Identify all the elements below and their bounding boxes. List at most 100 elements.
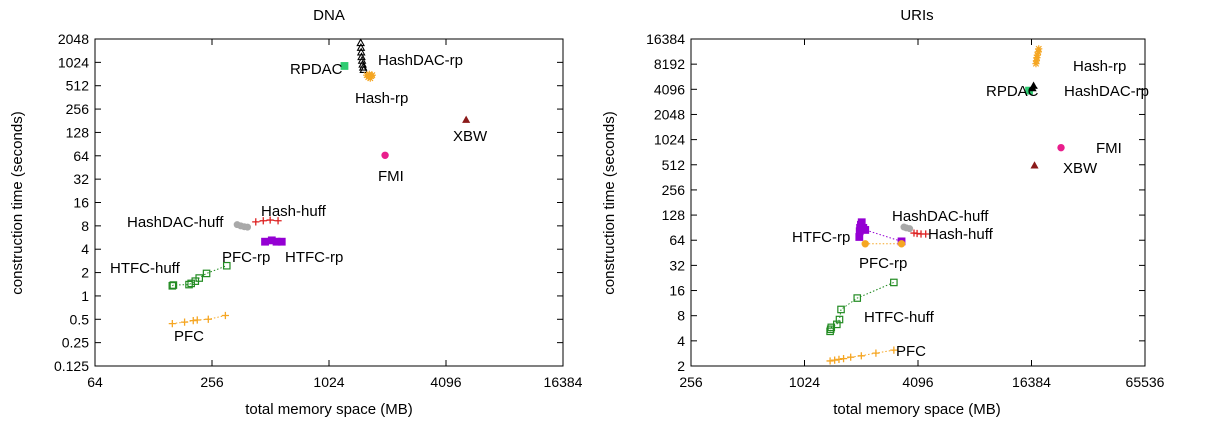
- y-axis-title: construction time (seconds): [601, 111, 618, 294]
- y-tick-label: 4: [677, 333, 685, 349]
- annotation-fmi: FMI: [1096, 140, 1122, 157]
- point-htfc-huff: [187, 279, 195, 288]
- point-htfc-huff: [853, 294, 862, 302]
- series-line-htfc-huff: [172, 265, 227, 287]
- plot-frame: [94, 38, 564, 367]
- annotation-htfc-huff: HTFC-huff: [110, 260, 181, 277]
- x-tick-label: 4096: [430, 374, 461, 390]
- chart-title: DNA: [313, 7, 345, 24]
- y-tick-label: 16: [669, 283, 685, 299]
- y-tick-label: 8: [677, 308, 685, 324]
- point-htfc-rp: [861, 226, 870, 234]
- annotation-pfc-rp: PFC-rp: [859, 255, 907, 272]
- point-pfc-rp: [861, 240, 869, 248]
- x-tick-label: 65536: [1126, 374, 1165, 390]
- y-tick-label: 16384: [646, 31, 685, 47]
- y-tick-label: 128: [662, 207, 686, 223]
- y-tick-label: 2048: [654, 106, 685, 122]
- point-pfc: [847, 353, 855, 361]
- point-pfc: [180, 318, 189, 326]
- series-markers: [168, 38, 471, 328]
- y-tick-label: 1024: [58, 54, 89, 70]
- point-pfc: [193, 316, 201, 324]
- point-htfc-huff: [835, 315, 844, 324]
- annotation-pfc-rp: PFC-rp: [222, 249, 270, 266]
- point-hash-rp: [364, 73, 372, 81]
- point-hashdac-rp: [357, 55, 367, 64]
- point-pfc: [826, 357, 834, 365]
- y-axis-title: construction time (seconds): [9, 111, 26, 294]
- chart-title: URIs: [900, 7, 933, 24]
- point-hashdac-rp: [358, 62, 368, 71]
- x-tick-label: 256: [200, 374, 224, 390]
- y-tick-label: 16: [73, 195, 89, 211]
- point-fmi: [1057, 143, 1065, 152]
- point-htfc-huff: [168, 282, 177, 290]
- annotation-hashdac-rp: HashDAC-rp: [378, 52, 463, 69]
- x-tick-label: 1024: [789, 374, 820, 390]
- point-htfc-rp: [261, 237, 269, 246]
- y-tick-label: 32: [73, 171, 89, 187]
- point-hashdac-huff: [244, 223, 252, 231]
- point-pfc-rp: [897, 240, 906, 248]
- dna-chart: DNA 64 256 1024 4096 16384 0.125 0.25 0.5 1 2 4 8 16…: [9, 7, 583, 418]
- x-tick-label: 16384: [544, 374, 583, 390]
- point-pfc: [839, 355, 848, 363]
- point-pfc: [857, 352, 865, 360]
- y-tick-label: 256: [662, 182, 686, 198]
- annotation-pfc: PFC: [174, 328, 204, 345]
- annotation-htfc-rp: HTFC-rp: [792, 229, 850, 246]
- point-hashdac-rp: [1029, 81, 1038, 89]
- y-tick-label: 0.125: [54, 358, 89, 374]
- annotation-xbw: XBW: [453, 128, 488, 145]
- x-axis-title: total memory space (MB): [833, 401, 1001, 418]
- point-xbw: [1030, 161, 1039, 169]
- y-tick-label: 32: [669, 257, 685, 273]
- point-htfc-rp: [277, 237, 286, 246]
- annotation-htfc-rp: HTFC-rp: [285, 249, 343, 266]
- x-tick-label: 64: [87, 374, 103, 390]
- point-hash-rp: [366, 74, 374, 82]
- annotation-fmi: FMI: [378, 168, 404, 185]
- y-tick-label: 2: [81, 265, 89, 281]
- x-tick-label: 256: [679, 374, 703, 390]
- point-hash-huff: [266, 216, 274, 224]
- y-tick-label: 2048: [58, 31, 89, 47]
- point-pfc: [890, 346, 898, 354]
- y-tick-label: 256: [66, 101, 90, 117]
- y-tick-label: 1024: [654, 132, 685, 148]
- annotation-hash-rp: Hash-rp: [1073, 58, 1126, 75]
- annotation-xbw: XBW: [1063, 160, 1098, 177]
- y-tick-label: 2: [677, 358, 685, 374]
- point-pfc: [189, 317, 197, 325]
- series-markers: [826, 45, 1065, 365]
- point-hashdac-huff: [906, 225, 914, 233]
- x-tick-label: 1024: [313, 374, 344, 390]
- point-hash-huff: [274, 217, 282, 225]
- point-htfc-huff: [890, 278, 898, 287]
- y-tick-label: 512: [662, 157, 686, 173]
- uris-chart: URIs 256 1024 4096 16384 6553624816326412825…: [601, 7, 1165, 418]
- point-hashdac-rp: [359, 65, 369, 73]
- point-htfc-huff: [837, 305, 845, 314]
- point-fmi: [381, 151, 389, 159]
- y-tick-label: 64: [73, 148, 89, 164]
- x-axis-title: total memory space (MB): [245, 401, 413, 418]
- annotation-hash-rp: Hash-rp: [355, 90, 408, 107]
- point-htfc-huff: [222, 261, 231, 270]
- annotation-rpdac: RPDAC: [986, 83, 1039, 100]
- point-hash-rp: [368, 71, 376, 79]
- point-pfc: [221, 311, 229, 320]
- x-tick-label: 4096: [902, 374, 933, 390]
- y-tick-label: 8: [81, 218, 89, 234]
- annotation-hash-huff: Hash-huff: [928, 226, 994, 243]
- ticks: 256 1024 4096 16384 65536 2 4 8 16 32 64 128 256 512 1…: [646, 31, 1165, 390]
- point-pfc: [168, 319, 176, 328]
- point-hashdac-rp: [357, 52, 366, 61]
- point-pfc: [872, 349, 880, 357]
- y-tick-label: 4: [81, 241, 89, 257]
- point-hash-rp: [1033, 51, 1041, 59]
- annotation-htfc-huff: HTFC-huff: [864, 309, 935, 326]
- y-tick-label: 4096: [654, 81, 685, 97]
